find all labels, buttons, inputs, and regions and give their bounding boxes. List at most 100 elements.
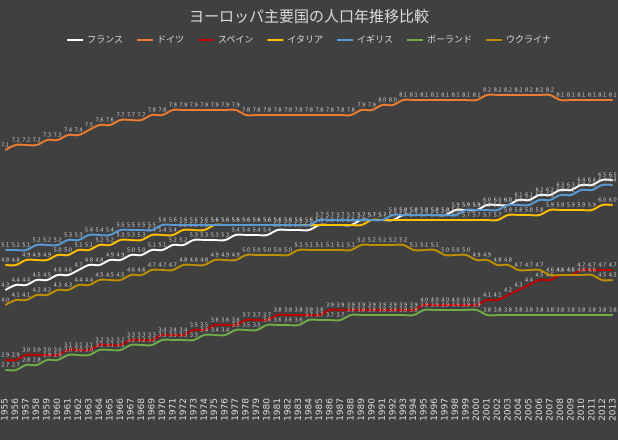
data-label: 5.8 xyxy=(504,208,512,214)
x-tick-label: 2010 xyxy=(577,398,587,421)
x-tick-label: 1960 xyxy=(53,398,63,421)
data-label: 7.6 xyxy=(106,118,114,124)
data-label: 7.9 xyxy=(221,103,229,109)
data-label: 4.8 xyxy=(96,258,104,264)
x-tick-label: 1962 xyxy=(74,398,84,421)
data-label: 7.2 xyxy=(33,138,41,144)
data-label: 4.5 xyxy=(33,273,41,279)
data-label: 5.2 xyxy=(106,238,114,244)
data-label: 5.6 xyxy=(190,218,198,224)
legend: フランス ドイツ スペイン イタリア イギリス ポーランド ウクライナ xyxy=(67,35,551,46)
x-tick-label: 2005 xyxy=(524,398,534,421)
data-label: 4.2 xyxy=(43,288,51,294)
data-label: 5.8 xyxy=(535,208,543,214)
data-label: 5.8 xyxy=(431,208,439,214)
x-tick-label: 1988 xyxy=(346,398,356,421)
data-label: 3.7 xyxy=(326,313,334,319)
x-tick-label: 1994 xyxy=(409,398,419,421)
data-label: 5.7 xyxy=(483,213,491,219)
data-label: 5.9 xyxy=(473,203,481,209)
data-label: 6.2 xyxy=(535,188,543,194)
legend-item: フランス xyxy=(67,35,123,46)
data-label: 4.1 xyxy=(22,293,30,299)
data-label: 6.2 xyxy=(556,188,564,194)
x-tick-label: 1959 xyxy=(43,398,53,421)
data-label: 5.7 xyxy=(368,213,376,219)
data-label: 5.4 xyxy=(232,228,240,234)
data-label: 4.7 xyxy=(169,263,177,269)
x-tick-label: 2000 xyxy=(472,398,482,421)
data-label: 3.3 xyxy=(148,333,156,339)
legend-label: ウクライナ xyxy=(506,35,551,46)
data-label: 3.1 xyxy=(116,343,124,349)
data-label: 5.8 xyxy=(441,208,449,214)
data-label: 6.2 xyxy=(567,188,575,194)
data-label: 7.6 xyxy=(96,118,104,124)
data-label: 5.6 xyxy=(284,218,292,224)
data-label: 3.8 xyxy=(305,308,313,314)
data-label: 5.4 xyxy=(253,228,261,234)
data-label: 8.2 xyxy=(515,88,523,94)
data-label: 4.9 xyxy=(22,253,30,259)
data-label: 3.0 xyxy=(85,348,93,354)
data-label: 3.0 xyxy=(33,348,41,354)
data-label: 3.4 xyxy=(179,328,187,334)
data-label: 5.4 xyxy=(263,228,271,234)
data-label: 5.3 xyxy=(190,233,198,239)
data-label: 3.9 xyxy=(462,303,470,309)
data-label: 4.9 xyxy=(106,253,114,259)
data-label: 3.2 xyxy=(116,338,124,344)
data-label: 4.7 xyxy=(158,263,166,269)
data-label: 4.5 xyxy=(598,273,606,279)
data-label: 3.8 xyxy=(284,308,292,314)
data-label: 8.1 xyxy=(577,93,585,99)
data-label: 5.5 xyxy=(137,223,145,229)
x-tick-label: 1977 xyxy=(231,398,241,421)
data-label: 2.7 xyxy=(1,363,9,369)
data-label: 3.1 xyxy=(64,343,72,349)
data-label: 5.3 xyxy=(221,233,229,239)
x-tick-label: 2003 xyxy=(504,398,514,421)
data-label: 3.8 xyxy=(525,308,533,314)
data-label: 8.2 xyxy=(483,88,491,94)
data-label: 3.9 xyxy=(357,303,365,309)
data-label: 3.8 xyxy=(483,308,491,314)
data-label: 4.7 xyxy=(609,263,617,269)
data-label: 7.8 xyxy=(242,108,250,114)
data-label: 4.0 xyxy=(1,298,9,304)
data-label: 4.1 xyxy=(12,293,20,299)
data-label: 4.5 xyxy=(609,273,617,279)
data-label: 5.6 xyxy=(284,218,292,224)
x-tick-label: 2013 xyxy=(608,398,618,421)
data-label: 5.9 xyxy=(577,203,585,209)
x-tick-label: 1976 xyxy=(221,398,231,421)
data-label: 7.9 xyxy=(211,103,219,109)
x-tick-label: 1993 xyxy=(399,398,409,421)
data-label: 6.4 xyxy=(588,178,596,184)
data-label: 3.7 xyxy=(305,313,313,319)
data-label: 7.8 xyxy=(284,108,292,114)
data-label: 3.9 xyxy=(452,303,460,309)
data-label: 6.0 xyxy=(483,198,491,204)
data-label: 7.8 xyxy=(347,108,355,114)
data-label: 4.5 xyxy=(43,273,51,279)
data-label: 4.9 xyxy=(221,253,229,259)
x-tick-label: 1974 xyxy=(200,398,210,421)
x-tick-label: 1968 xyxy=(137,398,147,421)
data-label: 4.7 xyxy=(75,263,83,269)
x-tick-label: 1970 xyxy=(158,398,168,421)
data-label: 7.8 xyxy=(305,108,313,114)
data-label: 3.8 xyxy=(577,308,585,314)
data-label: 5.7 xyxy=(368,213,376,219)
data-label: 2.8 xyxy=(33,358,41,364)
data-label: 5.3 xyxy=(75,233,83,239)
x-tick-label: 1996 xyxy=(430,398,440,421)
series-line xyxy=(5,183,613,252)
data-label: 5.8 xyxy=(515,208,523,214)
data-label: 4.0 xyxy=(473,298,481,304)
data-label: 5.4 xyxy=(96,228,104,234)
data-label: 5.1 xyxy=(420,243,428,249)
series-line xyxy=(5,268,613,362)
x-tick-label: 1995 xyxy=(420,398,430,421)
